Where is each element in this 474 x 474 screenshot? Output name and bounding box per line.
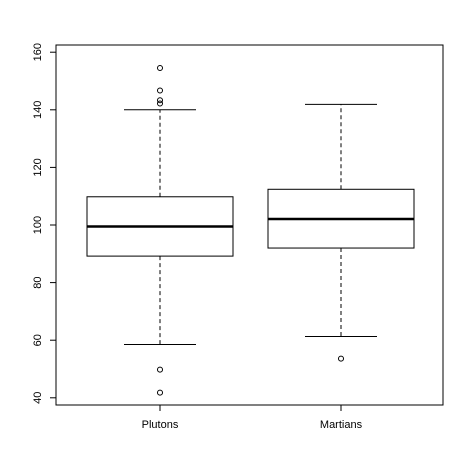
- plot-frame: [55, 44, 444, 406]
- y-tick-label: 80: [32, 276, 44, 288]
- y-tick-label: 160: [32, 43, 44, 61]
- outlier: [157, 366, 163, 373]
- y-tick-label: 120: [32, 158, 44, 176]
- y-tick-label: 60: [32, 334, 44, 346]
- outlier: [157, 87, 163, 94]
- outlier: [157, 389, 163, 396]
- y-tick-label: 100: [32, 216, 44, 234]
- outlier: [157, 100, 163, 107]
- y-tick-label: 40: [32, 392, 44, 404]
- outlier: [338, 355, 344, 362]
- y-tick-label: 140: [32, 101, 44, 119]
- x-tick-label: Martians: [320, 419, 363, 431]
- outlier: [157, 65, 163, 72]
- x-tick-label: Plutons: [142, 419, 179, 431]
- outlier: [157, 97, 163, 104]
